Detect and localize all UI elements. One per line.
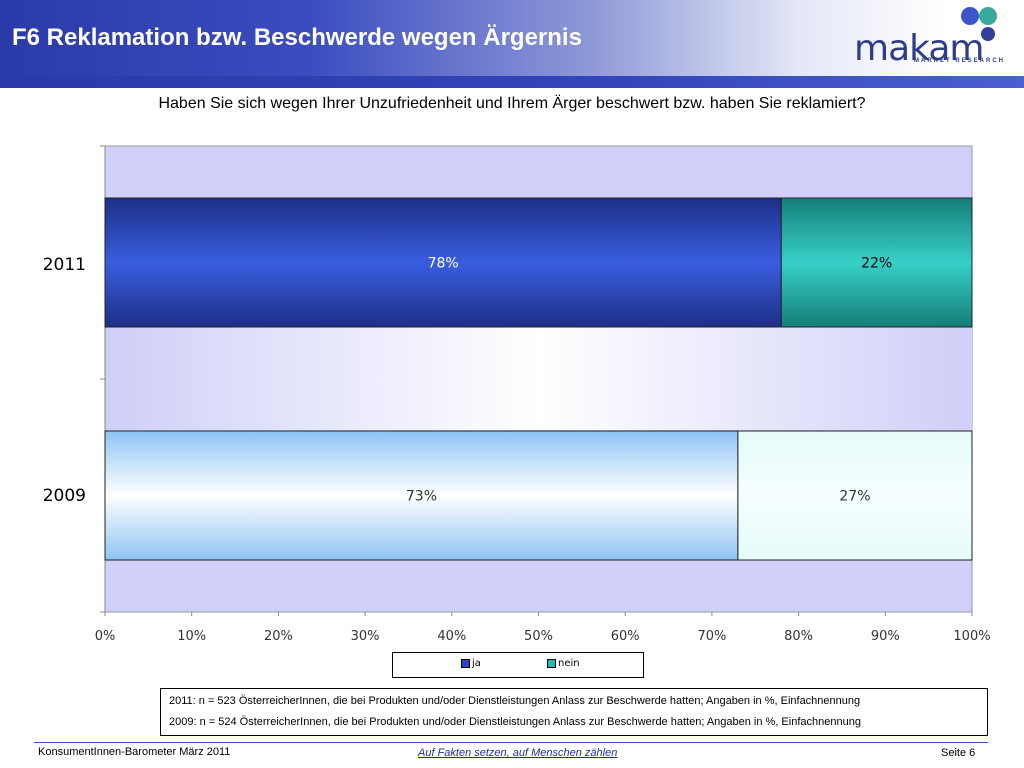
- x-tick-label: 60%: [611, 629, 640, 644]
- survey-question: Haben Sie sich wegen Ihrer Unzufriedenhe…: [158, 95, 866, 112]
- chart-legend: ja nein: [392, 652, 644, 678]
- logo-emblem-icon: [961, 7, 997, 41]
- legend-label-ja: ja: [472, 658, 481, 669]
- x-tick-label: 30%: [351, 629, 380, 644]
- category-labels: 2011 2009: [43, 255, 86, 506]
- x-tick-label: 40%: [437, 629, 466, 644]
- sample-note-2011: 2011: n = 523 ÖsterreicherInnen, die bei…: [169, 695, 861, 707]
- legend-item-ja: ja: [461, 658, 481, 669]
- stacked-bar-chart: 78% 22% 73% 27% 0% 10% 20% 30% 40% 50% 60% 70% 80% 9…: [43, 145, 991, 644]
- sample-note-2009: 2009: n = 524 ÖsterreicherInnen, die bei…: [169, 716, 861, 728]
- bar-nein-2011: [780, 197, 973, 328]
- data-label-nein-2009: 27%: [839, 489, 870, 505]
- category-label-2009: 2009: [43, 486, 86, 506]
- x-tick-label: 100%: [953, 629, 990, 644]
- category-label-2011: 2011: [43, 255, 86, 275]
- legend-swatch-ja: [461, 658, 470, 668]
- x-tick-label: 70%: [697, 629, 726, 644]
- x-tick-label: 50%: [524, 629, 553, 644]
- header-stripe: [0, 76, 1024, 88]
- x-tick-label: 80%: [784, 629, 813, 644]
- footer-slogan: Auf Fakten setzen, auf Menschen zählen: [418, 747, 618, 759]
- plot-middle-band: [105, 327, 972, 430]
- footer-report-title: KonsumentInnen-Barometer März 2011: [38, 746, 231, 758]
- data-label-ja-2009: 73%: [406, 489, 437, 505]
- x-tick-label: 20%: [264, 629, 293, 644]
- logo-wordmark: makam: [854, 28, 984, 69]
- bars: 78% 22% 73% 27%: [104, 197, 973, 561]
- legend-swatch-nein: [547, 658, 556, 668]
- data-label-nein-2011: 22%: [861, 256, 892, 272]
- footer-divider: [34, 742, 988, 743]
- company-logo: makam MARKET RESEARCH: [850, 6, 1018, 72]
- logo-subtitle: MARKET RESEARCH: [914, 58, 1006, 64]
- bar-ja-2009: [104, 430, 739, 561]
- sample-notes-box: 2011: n = 523 ÖsterreicherInnen, die bei…: [160, 688, 988, 736]
- x-tick-labels: 0% 10% 20% 30% 40% 50% 60% 70% 80% 90% 100%: [95, 612, 991, 644]
- bar-nein-2009: [737, 430, 973, 561]
- data-label-ja-2011: 78%: [428, 256, 459, 272]
- legend-item-nein: nein: [547, 658, 580, 669]
- page-title: F6 Reklamation bzw. Beschwerde wegen Ärg…: [12, 24, 582, 51]
- x-tick-label: 90%: [871, 629, 900, 644]
- axes: [100, 145, 106, 613]
- footer-page-number: Seite 6: [941, 747, 976, 759]
- legend-label-nein: nein: [558, 658, 580, 669]
- x-tick-label: 0%: [95, 629, 116, 644]
- x-tick-label: 10%: [177, 629, 206, 644]
- header-band: [0, 0, 1024, 76]
